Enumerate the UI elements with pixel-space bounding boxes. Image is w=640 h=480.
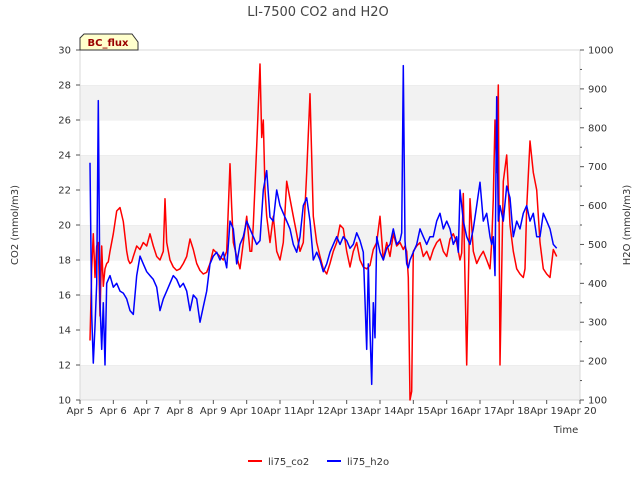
grid-band bbox=[80, 365, 580, 400]
x-axis-label: Time bbox=[553, 425, 578, 436]
legend: li75_co2 li75_h2o bbox=[248, 457, 389, 468]
x-tick-label: Apr 7 bbox=[133, 406, 160, 417]
series-lines bbox=[89, 63, 558, 401]
y-left-axis-label: CO2 (mmol/m3) bbox=[10, 185, 21, 265]
y-left-tick-label: 14 bbox=[58, 326, 71, 337]
y-right-tick-label: 900 bbox=[588, 84, 607, 95]
grid-band bbox=[80, 50, 580, 85]
y-left-tick-label: 18 bbox=[58, 256, 71, 267]
x-tick-label: Apr 13 bbox=[330, 406, 363, 417]
x-tick-label: Apr 15 bbox=[397, 406, 430, 417]
x-tick-label: Apr 17 bbox=[463, 406, 496, 417]
x-tick-label: Apr 10 bbox=[230, 406, 263, 417]
badge: BC_flux bbox=[79, 33, 139, 51]
grid-band bbox=[80, 190, 580, 225]
y-right-tick-label: 100 bbox=[588, 396, 607, 407]
y-left-tick-label: 16 bbox=[58, 291, 71, 302]
x-tick-label: Apr 14 bbox=[363, 406, 396, 417]
y-right-axis-label: H2O (mmol/m3) bbox=[622, 185, 633, 266]
y-right-axis-ticks: 100 200 300 400 500 600 700 800 900 1000 bbox=[580, 46, 613, 407]
series-line-li75_co2 bbox=[89, 63, 558, 401]
y-right-tick-label: 400 bbox=[588, 279, 607, 290]
grid-band bbox=[80, 295, 580, 330]
y-right-tick-label: 200 bbox=[588, 357, 607, 368]
badge-box bbox=[79, 33, 139, 51]
y-right-tick-label: 500 bbox=[588, 240, 607, 251]
y-left-tick-label: 20 bbox=[58, 221, 71, 232]
grid-bands bbox=[80, 49, 580, 400]
y-left-tick-label: 24 bbox=[58, 151, 71, 162]
grid-band bbox=[80, 330, 580, 365]
grid-band bbox=[80, 120, 580, 155]
x-tick-label: Apr 5 bbox=[67, 406, 94, 417]
legend-label-h2o: li75_h2o bbox=[347, 457, 389, 468]
y-right-tick-label: 700 bbox=[588, 162, 607, 173]
series-line-li75_h2o bbox=[89, 64, 558, 386]
y-left-axis-ticks: 10 12 14 16 18 20 22 24 26 28 30 bbox=[58, 46, 80, 407]
y-right-tick-label: 1000 bbox=[588, 46, 613, 57]
x-tick-label: Apr 8 bbox=[167, 406, 194, 417]
x-tick-label: Apr 6 bbox=[100, 406, 127, 417]
grid-band bbox=[80, 85, 580, 120]
y-left-tick-label: 12 bbox=[58, 361, 71, 372]
x-tick-label: Apr 12 bbox=[297, 406, 330, 417]
x-tick-label: Apr 11 bbox=[263, 406, 296, 417]
y-right-tick-label: 300 bbox=[588, 318, 607, 329]
chart-title: LI-7500 CO2 and H2O bbox=[247, 5, 389, 20]
x-tick-label: Apr 19 bbox=[530, 406, 563, 417]
legend-label-co2: li75_co2 bbox=[268, 457, 309, 468]
x-tick-label: Apr 18 bbox=[497, 406, 530, 417]
y-left-tick-label: 26 bbox=[58, 116, 71, 127]
y-right-tick-label: 800 bbox=[588, 123, 607, 134]
x-tick-label: Apr 20 bbox=[563, 406, 596, 417]
y-left-tick-label: 10 bbox=[58, 396, 71, 407]
y-left-tick-label: 30 bbox=[58, 46, 71, 57]
badge-label: BC_flux bbox=[88, 38, 129, 49]
x-tick-label: Apr 9 bbox=[200, 406, 227, 417]
y-right-tick-label: 600 bbox=[588, 201, 607, 212]
plot-area bbox=[79, 49, 581, 401]
y-left-tick-label: 28 bbox=[58, 81, 71, 92]
y-left-tick-label: 22 bbox=[58, 186, 71, 197]
x-axis-ticks: Apr 5 Apr 6 Apr 7 Apr 8 Apr 9 Apr 10 Apr 11 Apr… bbox=[67, 400, 597, 417]
x-tick-label: Apr 16 bbox=[430, 406, 463, 417]
